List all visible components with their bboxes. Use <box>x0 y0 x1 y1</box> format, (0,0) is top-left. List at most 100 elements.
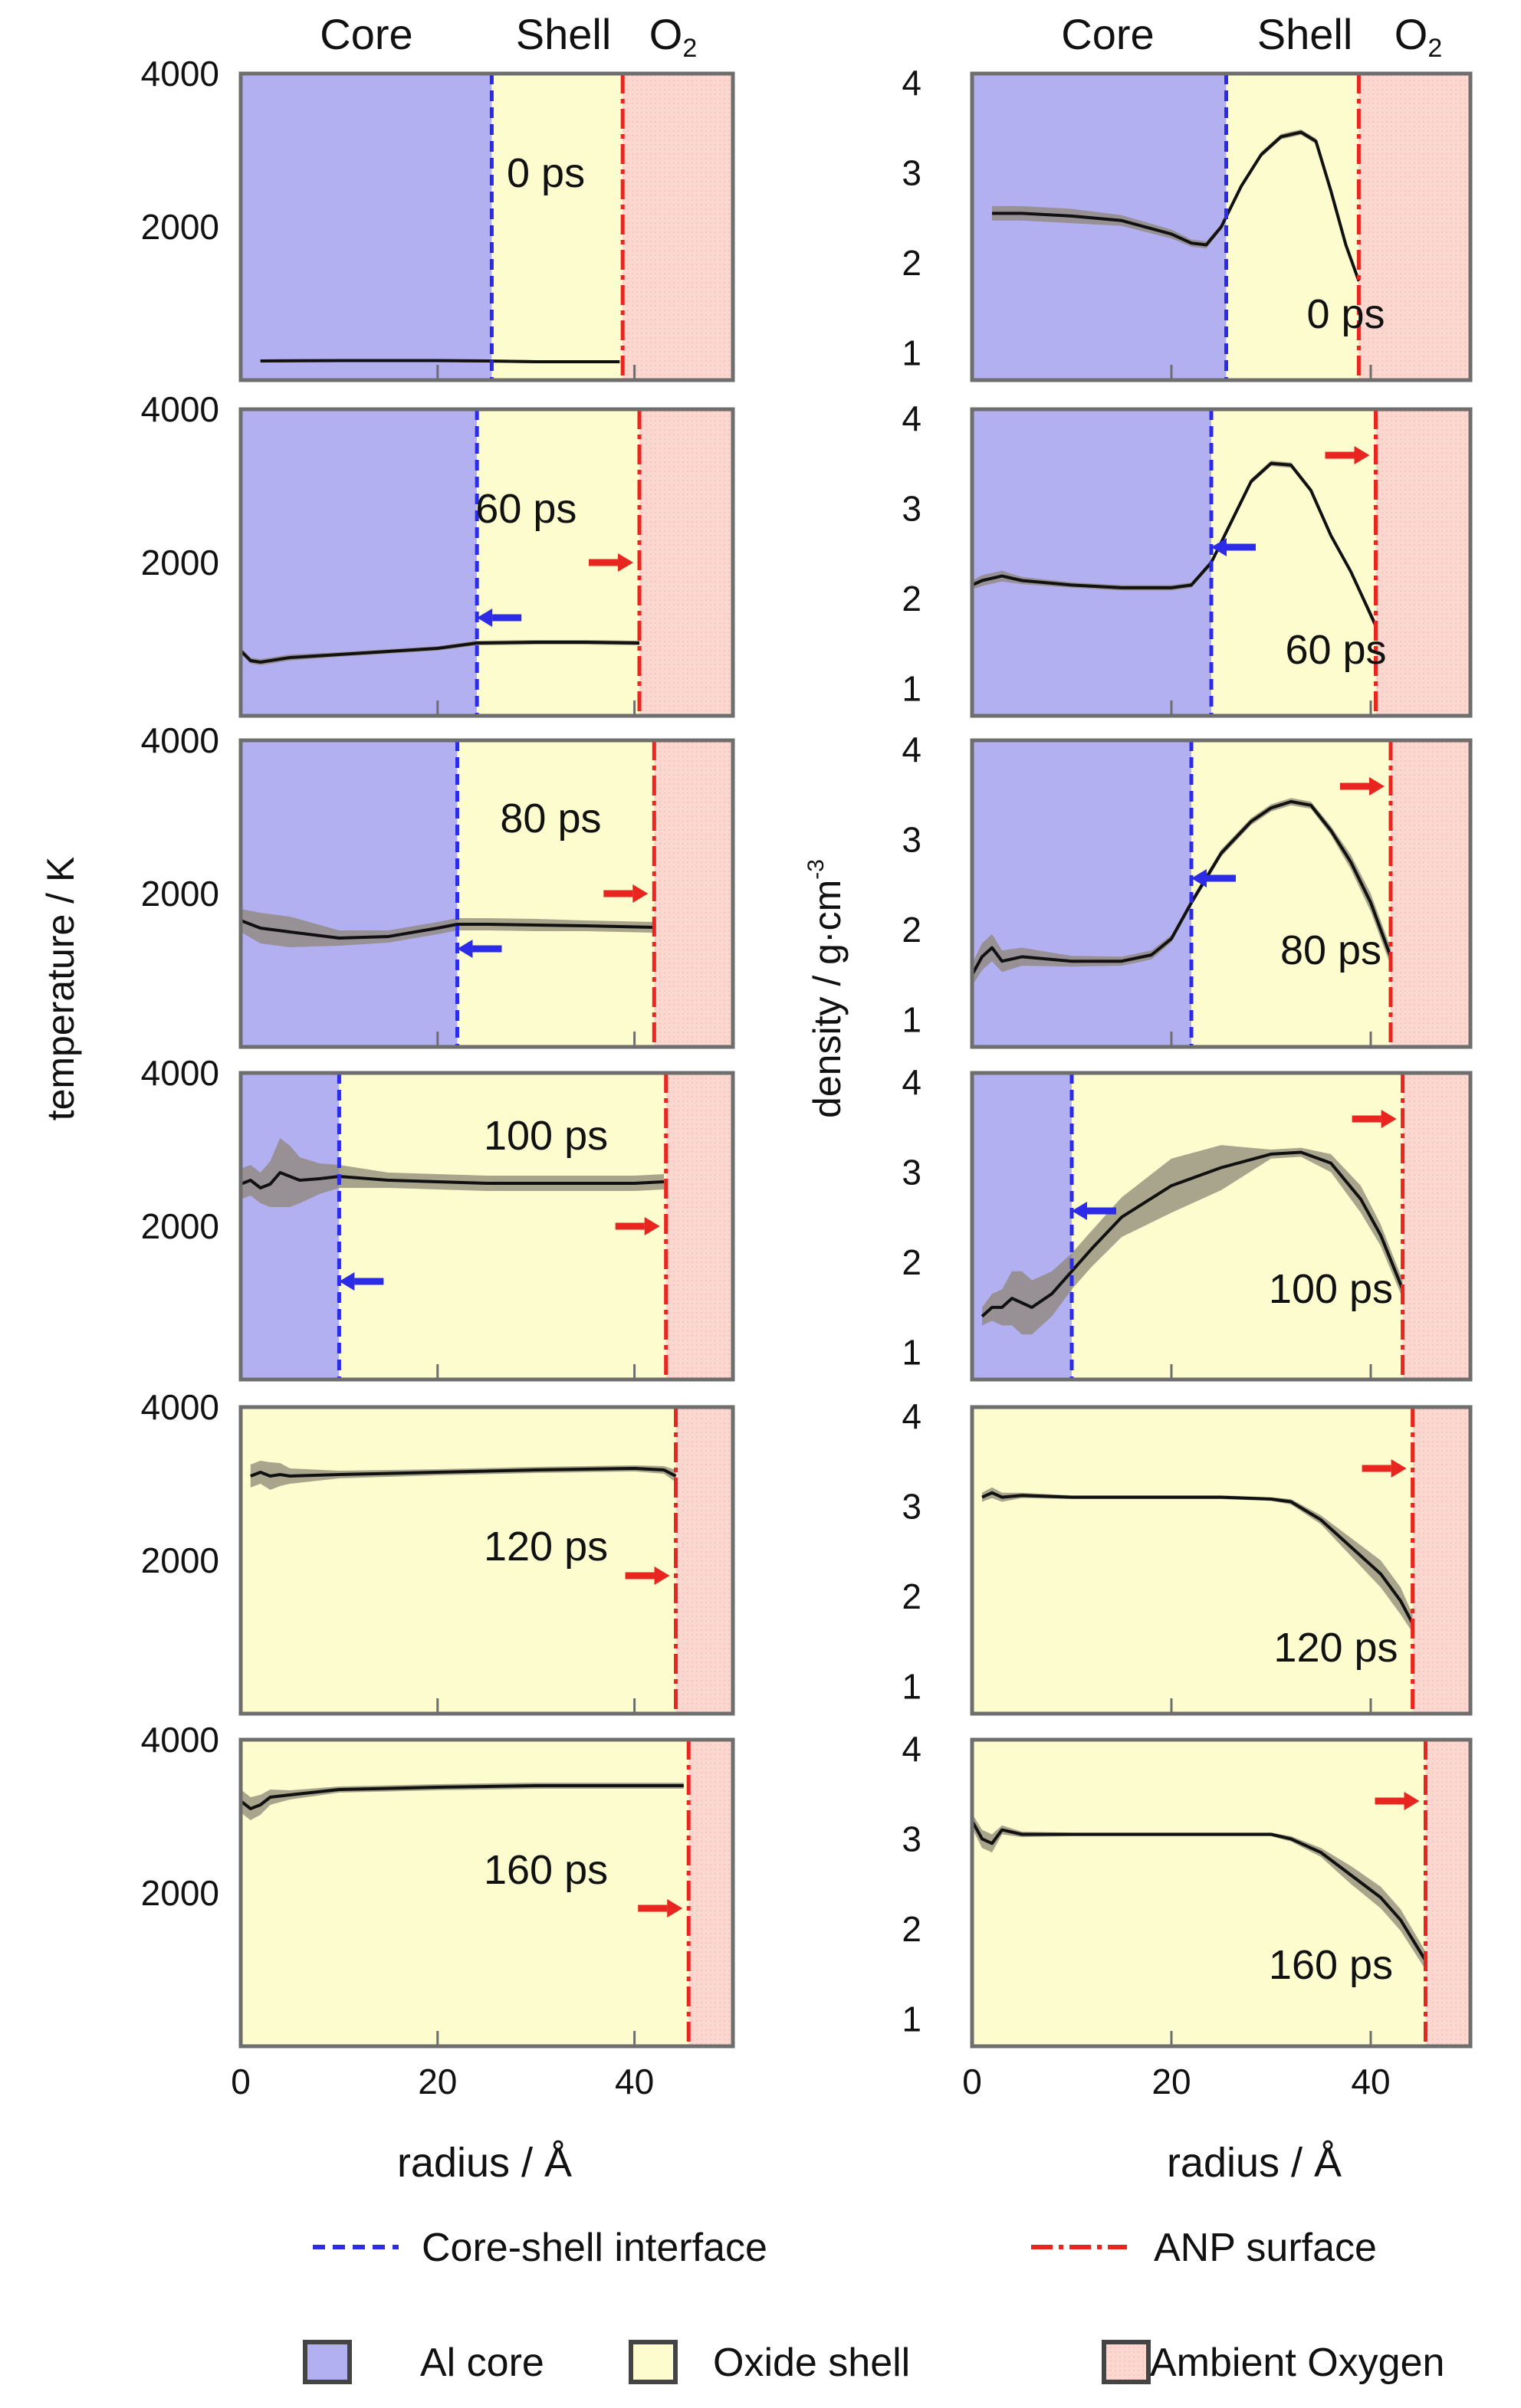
oxygen-region <box>639 409 733 716</box>
y-tick-label: 3 <box>902 1152 921 1192</box>
surface-arrow-icon <box>1362 1459 1407 1478</box>
surface-arrow-icon <box>603 884 649 903</box>
y-tick-label: 4000 <box>141 389 219 429</box>
left-header-o2-sub: 2 <box>682 34 697 63</box>
panel-time-label: 160 ps <box>1269 1942 1393 1988</box>
interface-arrow-icon <box>1211 538 1256 556</box>
y-tick-label: 2000 <box>141 874 219 914</box>
y-tick-label: 3 <box>902 819 921 859</box>
interface-arrow-icon-head <box>1191 869 1207 887</box>
uncertainty-band <box>972 798 1391 986</box>
panel-time-label: 160 ps <box>484 1847 608 1893</box>
interface-arrow-icon <box>477 609 522 627</box>
temperature-panel-2: 2000 4000 80 ps <box>141 720 735 1049</box>
surface-arrow-icon-head <box>1354 446 1370 464</box>
surface-arrow-icon-head <box>1369 777 1385 796</box>
y-tick-label: 2 <box>902 1242 921 1282</box>
left-header-o2-main: O <box>649 10 683 58</box>
y-tick-label: 2 <box>902 579 921 618</box>
y-tick-label: 4000 <box>141 720 219 760</box>
legend-core-label: Al core <box>420 2341 544 2385</box>
core-region <box>241 1073 340 1380</box>
y-tick-label: 4 <box>902 1062 921 1102</box>
panel-time-label: 120 ps <box>1273 1625 1398 1671</box>
y-tick-label: 2000 <box>141 1873 219 1913</box>
surface-arrow-icon <box>638 1899 683 1918</box>
right-header-shell: Shell <box>1257 10 1353 58</box>
surface-arrow-icon <box>615 1217 660 1235</box>
interface-arrow-icon <box>1072 1202 1116 1220</box>
uncertainty-band <box>982 1145 1403 1335</box>
legend-oxygen: Ambient Oxygen <box>1102 2340 1444 2385</box>
series-line <box>250 1467 677 1478</box>
y-tick-label: 3 <box>902 153 921 192</box>
temperature-panel-3: 2000 4000 100 ps <box>141 1053 735 1382</box>
y-tick-label: 4 <box>902 399 921 438</box>
panel-frame <box>238 738 735 1049</box>
legend-interface-label: Core-shell interface <box>422 2226 767 2270</box>
panel-time-label: 100 ps <box>1269 1266 1393 1312</box>
series-line <box>981 1150 1404 1318</box>
interface-arrow-icon <box>457 940 502 958</box>
legend-interface: Core-shell interface <box>313 2226 767 2270</box>
panel-frame <box>970 1737 1473 2049</box>
panel-frame <box>238 71 735 382</box>
right-header: Core Shell O2 <box>1061 10 1442 63</box>
legend-shell-label: Oxide shell <box>713 2341 910 2385</box>
right-header-o2-sub: 2 <box>1427 34 1442 63</box>
surface-arrow-icon <box>1325 446 1370 464</box>
left-header-o2: O2 <box>649 10 697 63</box>
panel-frame <box>970 407 1473 718</box>
shell-region <box>339 1073 666 1380</box>
y-tick-label: 4 <box>902 1729 921 1769</box>
right-header-o2-main: O <box>1395 10 1428 58</box>
interface-arrow-icon-head <box>1211 538 1227 556</box>
y-tick-label: 4 <box>902 63 921 103</box>
y-tick-label: 1 <box>902 1667 921 1707</box>
panel-frame <box>970 71 1473 382</box>
surface-arrow-icon-head <box>618 553 634 572</box>
density-panel-2: 1 2 3 4 80 ps <box>902 730 1473 1049</box>
temperature-panel-0: 2000 4000 0 ps <box>141 54 735 382</box>
legend: Core-shell interface ANP surface Al core… <box>303 2226 1444 2385</box>
left-header-shell: Shell <box>516 10 612 58</box>
density-xlabel: radius / Å <box>1167 2140 1342 2186</box>
density-ylabel-sup: -3 <box>803 859 829 880</box>
panel-time-label: 80 ps <box>1280 927 1381 973</box>
panel-frame <box>238 1737 735 2049</box>
x-tick-label: 0 <box>231 2062 251 2101</box>
panel-time-label: 60 ps <box>475 486 577 532</box>
oxygen-region <box>1425 1740 1470 2046</box>
uncertainty-band <box>241 1783 684 1820</box>
left-header-core: Core <box>320 10 412 58</box>
left-header: Core Shell O2 <box>320 10 697 63</box>
panel-frame <box>970 1071 1473 1382</box>
oxygen-region <box>665 1073 733 1380</box>
density-panel-0: 1 2 3 4 0 ps <box>902 63 1473 382</box>
y-tick-label: 1 <box>902 669 921 709</box>
shell-region <box>972 1407 1413 1714</box>
shell-region <box>1226 74 1359 380</box>
panel-frame <box>970 1405 1473 1716</box>
oxygen-region <box>1375 409 1470 716</box>
interface-arrow-icon-head <box>457 940 473 958</box>
series-line <box>992 130 1361 282</box>
y-tick-label: 1 <box>902 2000 921 2039</box>
series-line <box>971 1819 1427 1962</box>
temperature-panel-1: 2000 4000 60 ps <box>141 389 735 718</box>
panel-frame <box>970 738 1473 1049</box>
surface-arrow-icon <box>625 1567 670 1585</box>
shell-region <box>972 1740 1426 2046</box>
core-region <box>241 740 458 1047</box>
temperature-panel-4: 2000 4000 120 ps <box>141 1387 735 1716</box>
oxygen-region <box>1412 1407 1470 1714</box>
y-tick-label: 1 <box>902 333 921 373</box>
panel-time-label: 80 ps <box>500 796 601 841</box>
x-tick-label: 20 <box>418 2062 457 2101</box>
y-tick-label: 2000 <box>141 207 219 247</box>
surface-arrow-icon-head <box>632 884 649 903</box>
series-line <box>239 641 640 664</box>
density-panel-4: 1 2 3 4 120 ps <box>902 1396 1473 1716</box>
density-panel-1: 1 2 3 4 60 ps <box>902 399 1473 718</box>
